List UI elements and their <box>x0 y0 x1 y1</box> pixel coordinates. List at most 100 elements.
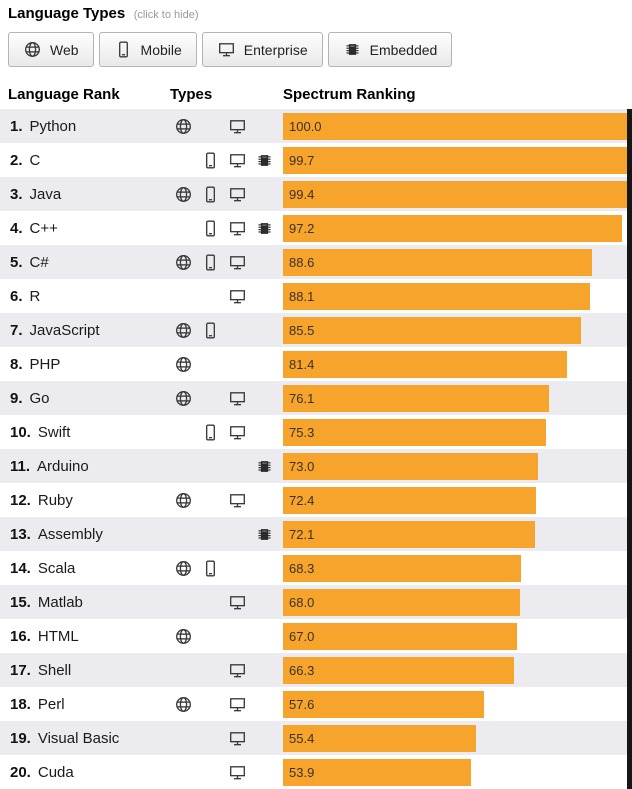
table-row: 5. C# 88.6 <box>0 245 632 279</box>
ranking-bar: 99.4 <box>283 180 630 208</box>
ranking-score: 68.3 <box>289 560 315 576</box>
phone-icon <box>197 151 224 170</box>
chip-icon <box>251 151 278 170</box>
rank-number: 1. <box>10 117 23 135</box>
ranking-score: 53.9 <box>289 764 315 780</box>
language-cell: 11. Arduino <box>0 458 170 475</box>
type-icons-cell <box>170 355 283 374</box>
language-name: Swift <box>37 423 71 441</box>
monitor-icon <box>217 40 236 59</box>
ranking-bar-cell: 88.6 <box>283 245 632 279</box>
chip-icon <box>343 40 362 59</box>
language-cell: 1. Python <box>0 118 170 135</box>
ranking-bar: 66.3 <box>283 656 515 684</box>
type-icons-cell <box>170 559 283 578</box>
type-icons-cell <box>170 525 283 544</box>
ranking-score: 57.6 <box>289 696 315 712</box>
ranking-bar: 88.1 <box>283 282 591 310</box>
type-icons-cell <box>170 423 283 442</box>
ranking-bar-cell: 85.5 <box>283 313 632 347</box>
language-name: C# <box>29 253 49 271</box>
ranking-bar: 81.4 <box>283 350 568 378</box>
ranking-score: 100.0 <box>289 118 322 134</box>
language-name: JavaScript <box>29 321 100 339</box>
chip-icon <box>251 219 278 238</box>
monitor-icon <box>224 389 251 408</box>
ranking-score: 99.4 <box>289 186 315 202</box>
globe-icon <box>170 253 197 272</box>
ranking-bar: 55.4 <box>283 724 477 752</box>
filter-mobile-button[interactable]: Mobile <box>98 32 197 67</box>
filter-embedded-button[interactable]: Embedded <box>327 32 453 67</box>
filter-button-label: Web <box>50 41 79 58</box>
ranking-bar-cell: 68.3 <box>283 551 632 585</box>
type-icons-cell <box>170 321 283 340</box>
filter-enterprise-button[interactable]: Enterprise <box>201 32 323 67</box>
globe-icon <box>170 117 197 136</box>
table-row: 7. JavaScript 85.5 <box>0 313 632 347</box>
language-cell: 20. Cuda <box>0 764 170 781</box>
table-row: 13. Assembly 72.1 <box>0 517 632 551</box>
ranking-bar: 99.7 <box>283 146 631 174</box>
ranking-score: 88.6 <box>289 254 315 270</box>
table-row: 1. Python 100.0 <box>0 109 632 143</box>
filter-button-label: Mobile <box>140 41 182 58</box>
language-cell: 4. C++ <box>0 220 170 237</box>
filter-web-button[interactable]: Web <box>8 32 94 67</box>
monitor-icon <box>224 491 251 510</box>
rank-number: 14. <box>10 559 31 577</box>
ranking-bar-cell: 57.6 <box>283 687 632 721</box>
language-name: C <box>29 151 41 169</box>
ranking-bar: 88.6 <box>283 248 593 276</box>
ranking-score: 73.0 <box>289 458 315 474</box>
ranking-bar-cell: 81.4 <box>283 347 632 381</box>
ranking-bar: 75.3 <box>283 418 546 446</box>
type-icons-cell <box>170 151 283 170</box>
ranking-bar-cell: 73.0 <box>283 449 632 483</box>
ranking-bar: 73.0 <box>283 452 538 480</box>
scrollbar-thumb[interactable] <box>627 109 632 789</box>
globe-icon <box>170 695 197 714</box>
ranking-score: 66.3 <box>289 662 315 678</box>
ranking-bar: 57.6 <box>283 690 485 718</box>
monitor-icon <box>224 253 251 272</box>
language-name: Arduino <box>37 457 89 475</box>
ranking-bar: 53.9 <box>283 758 472 786</box>
monitor-icon <box>224 185 251 204</box>
language-cell: 12. Ruby <box>0 492 170 509</box>
table-row: 19. Visual Basic 55.4 <box>0 721 632 755</box>
type-icons-cell <box>170 627 283 646</box>
globe-icon <box>170 321 197 340</box>
column-header-spectrum-ranking: Spectrum Ranking <box>283 85 416 103</box>
ranking-bar: 100.0 <box>283 112 632 140</box>
column-header-types: Types <box>170 85 213 103</box>
language-cell: 5. C# <box>0 254 170 271</box>
ranking-bar-cell: 55.4 <box>283 721 632 755</box>
ranking-table: Language Rank Types Spectrum Ranking 1. P… <box>0 79 632 789</box>
ranking-bar: 85.5 <box>283 316 582 344</box>
monitor-icon <box>224 423 251 442</box>
language-name: C++ <box>29 219 58 237</box>
phone-icon <box>197 423 224 442</box>
rank-number: 10. <box>10 423 31 441</box>
ranking-score: 68.0 <box>289 594 315 610</box>
language-cell: 15. Matlab <box>0 594 170 611</box>
table-row: 12. Ruby 72.4 <box>0 483 632 517</box>
type-icons-cell <box>170 729 283 748</box>
ranking-bar: 76.1 <box>283 384 549 412</box>
language-types-header[interactable]: Language Types (click to hide) <box>0 0 632 25</box>
table-row: 3. Java 99.4 <box>0 177 632 211</box>
language-name: PHP <box>29 355 61 373</box>
type-icons-cell <box>170 219 283 238</box>
type-icons-cell <box>170 491 283 510</box>
click-to-hide-hint[interactable]: (click to hide) <box>133 9 199 21</box>
ranking-score: 85.5 <box>289 322 315 338</box>
table-row: 16. HTML 67.0 <box>0 619 632 653</box>
panel-title: Language Types <box>8 5 126 22</box>
language-cell: 14. Scala <box>0 560 170 577</box>
type-icons-cell <box>170 695 283 714</box>
ranking-score: 72.1 <box>289 526 315 542</box>
ranking-score: 76.1 <box>289 390 315 406</box>
language-cell: 19. Visual Basic <box>0 730 170 747</box>
